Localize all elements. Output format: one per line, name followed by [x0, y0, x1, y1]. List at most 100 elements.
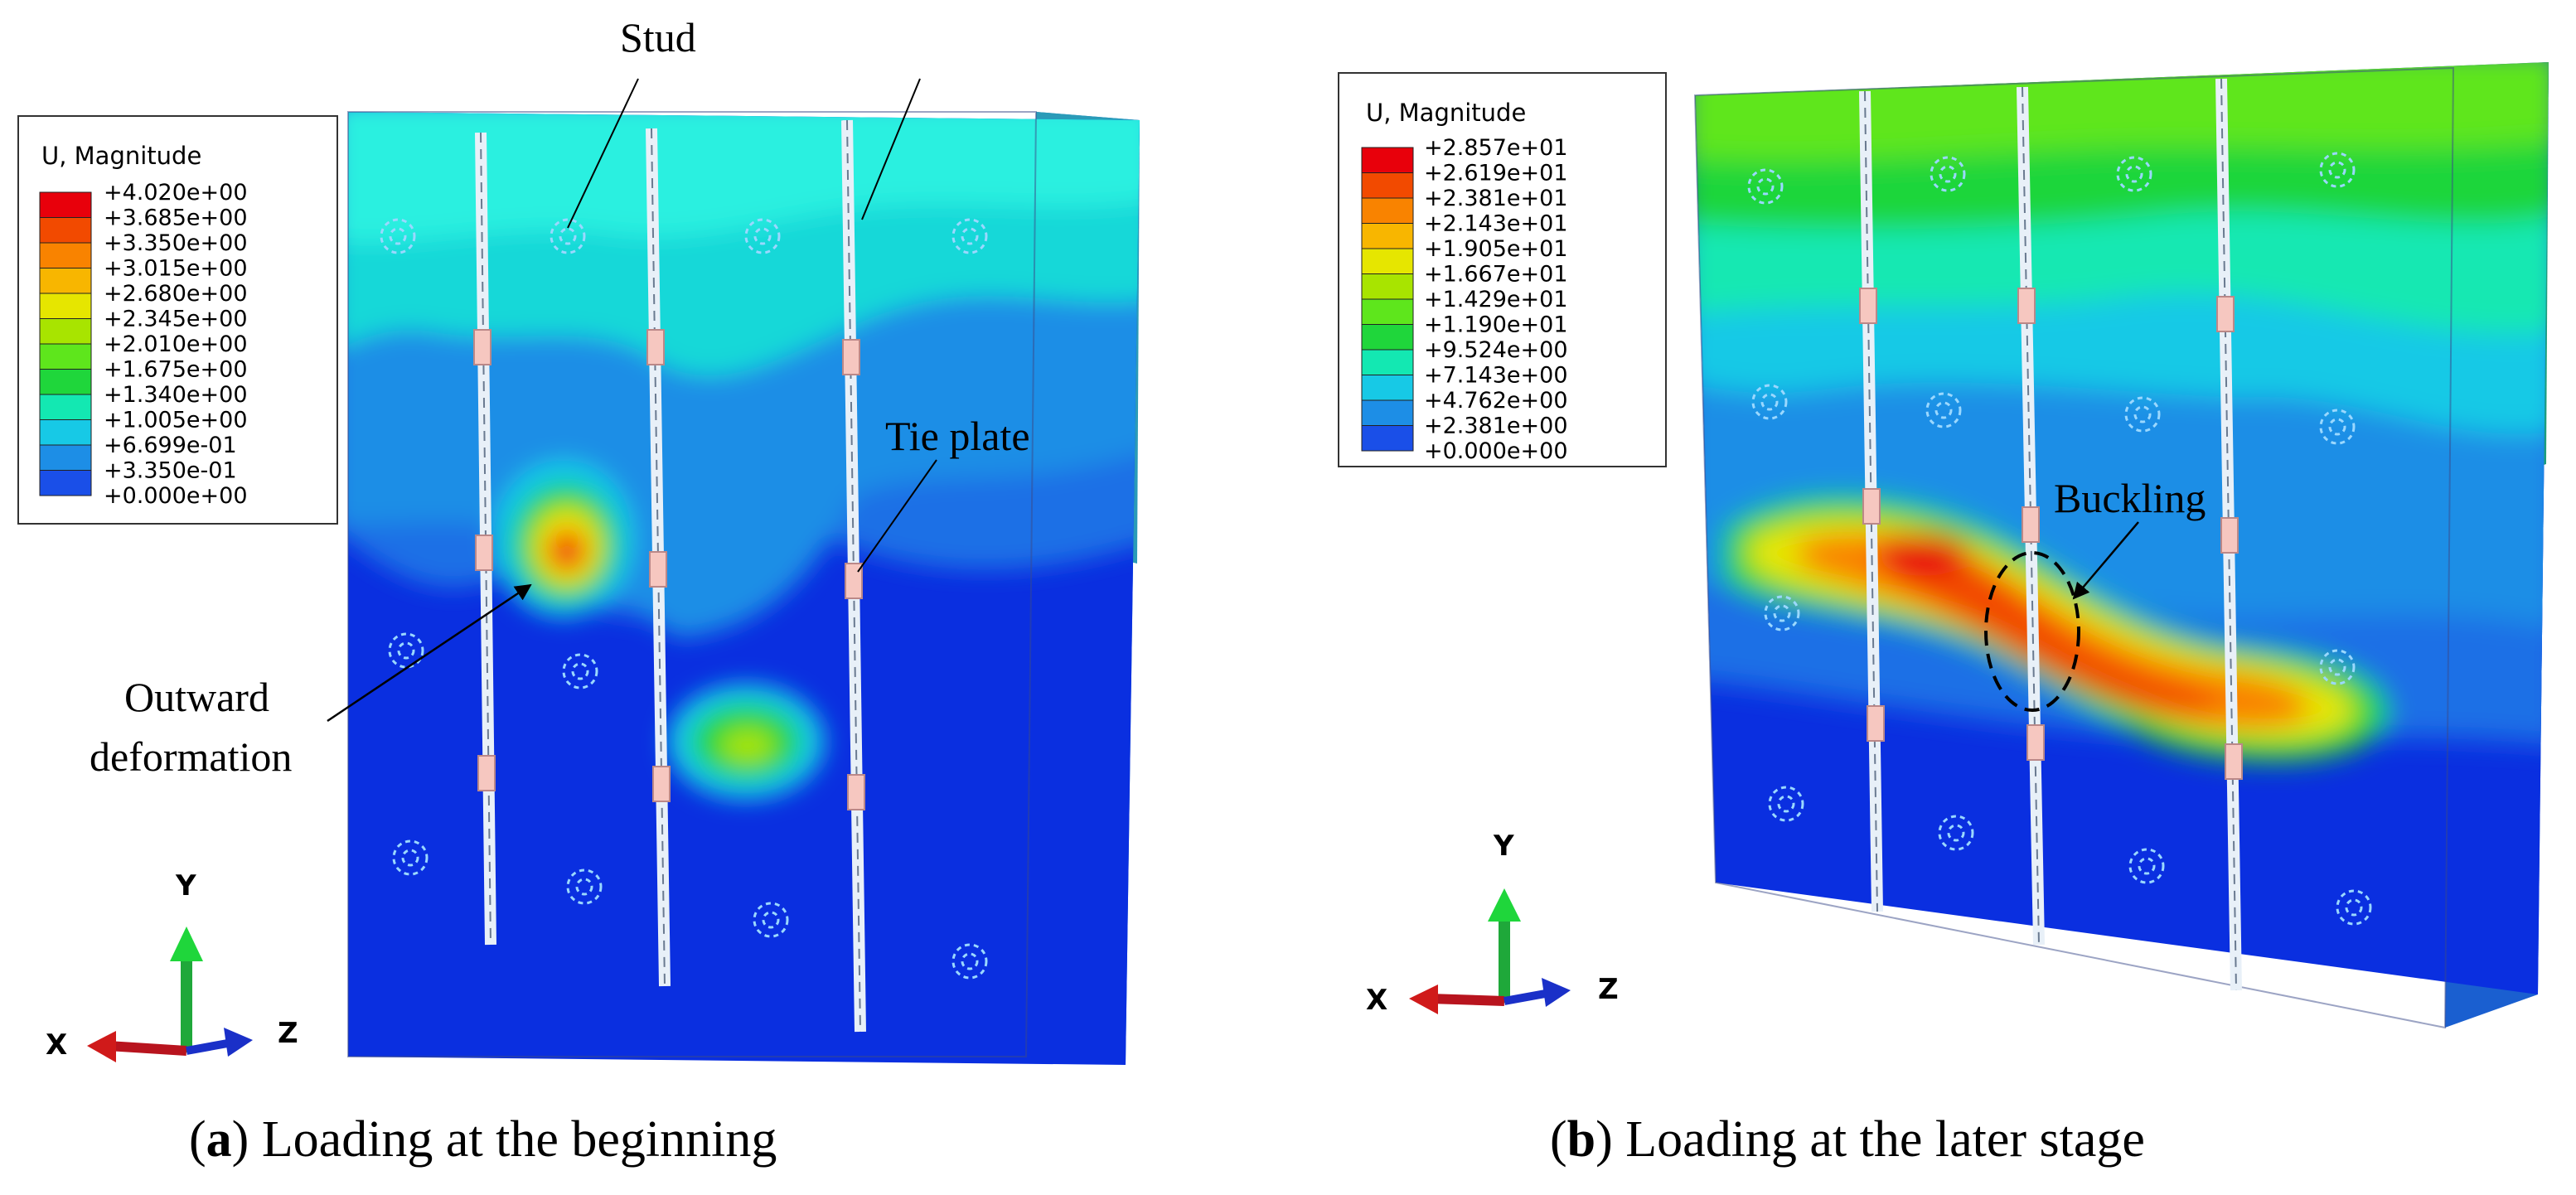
legend-value: +3.015e+00: [104, 256, 248, 282]
legend-value: +1.190e+01: [1424, 312, 1568, 338]
legend-value: +3.350e+00: [104, 230, 248, 256]
tie-bar: [2215, 78, 2243, 991]
legend-value: +2.010e+00: [104, 331, 248, 357]
tie-plate: [2216, 296, 2235, 332]
studs-a: [380, 218, 988, 980]
legend-swatch: [1361, 375, 1414, 401]
legend-value: +0.000e+00: [1424, 438, 1568, 464]
legend-a: U, Magnitude +4.020e+00+3.685e+00+3.350e…: [17, 115, 338, 525]
legend-b: U, Magnitude +2.857e+01+2.619e+01+2.381e…: [1338, 72, 1667, 467]
caption-b: (b) Loading at the later stage: [1550, 1111, 2145, 1168]
tie-plate: [475, 535, 493, 571]
buckling-marker: [1984, 551, 2080, 712]
studs-b: [1747, 152, 2372, 926]
legend-swatch: [1361, 172, 1414, 199]
tie-plate: [2225, 743, 2243, 780]
caption-b-text: Loading at the later stage: [1612, 1111, 2145, 1168]
tie-plate: [1859, 288, 1877, 324]
legend-value: +1.005e+00: [104, 408, 248, 433]
legend-swatch: [1361, 399, 1414, 426]
legend-value: +3.685e+00: [104, 206, 248, 231]
caption-a-letter: a: [206, 1111, 232, 1168]
tie-plate: [473, 329, 491, 365]
legend-swatch: [39, 191, 92, 218]
axis-triad-b: Y X Z: [1366, 830, 1619, 1017]
caption-b-letter: b: [1566, 1111, 1596, 1168]
y-axis-label: Y: [1493, 830, 1514, 863]
tie-bars-b: [1859, 78, 2243, 991]
legend-value: +2.619e+01: [1424, 161, 1568, 186]
legend-swatch: [1361, 273, 1414, 300]
caption-a-text: Loading at the beginning: [249, 1111, 777, 1168]
legend-swatch: [39, 293, 92, 319]
tie-plate: [2026, 724, 2045, 761]
outward-label-line1: Outward: [124, 674, 269, 720]
annotations-a: Stud Tie plate Outward deformation: [90, 14, 1030, 780]
outward-label-line2: deformation: [90, 733, 292, 780]
tie-plate: [2017, 288, 2036, 324]
tie-plate: [842, 339, 860, 375]
axis-triad-a: Y X Z: [46, 869, 298, 1062]
legend-value: +1.675e+00: [104, 357, 248, 383]
x-axis-label: X: [46, 1028, 67, 1062]
tie-plate: [652, 766, 671, 802]
legend-swatch: [1361, 349, 1414, 375]
legend-swatch: [39, 470, 92, 496]
contour-plot-a: [348, 112, 1140, 1065]
legend-value: +3.350e-01: [104, 458, 237, 484]
legend-swatch: [39, 444, 92, 471]
legend-swatch: [1361, 324, 1414, 351]
legend-swatch: [39, 318, 92, 345]
legend-swatch: [39, 394, 92, 420]
tie-plate: [649, 551, 667, 588]
z-axis-label: Z: [278, 1017, 298, 1050]
tie-plate: [1867, 705, 1885, 742]
legend-swatch: [39, 419, 92, 446]
tie-bar: [2017, 86, 2045, 946]
legend-swatch: [39, 343, 92, 370]
legend-title: U, Magnitude: [1366, 99, 1526, 127]
legend-value: +1.667e+01: [1424, 262, 1568, 288]
x-axis-label: X: [1366, 984, 1387, 1017]
legend-value: +0.000e+00: [104, 483, 248, 509]
z-axis-label: Z: [1598, 973, 1619, 1006]
legend-value: +1.905e+01: [1424, 236, 1568, 262]
contour-plot-b: [1695, 62, 2549, 994]
legend-value: +2.143e+01: [1424, 211, 1568, 237]
legend-swatch: [1361, 223, 1414, 249]
legend-swatch: [1361, 425, 1414, 452]
tie-bar: [1859, 90, 1885, 912]
y-axis-label: Y: [175, 869, 196, 902]
tie-bars-a: [473, 119, 866, 1033]
tie-plate: [477, 755, 496, 791]
tie-plate: [847, 774, 865, 810]
legend-value: +1.340e+00: [104, 382, 248, 408]
legend-swatch: [1361, 248, 1414, 274]
legend-swatch: [39, 369, 92, 395]
legend-value: +9.524e+00: [1424, 337, 1568, 363]
legend-value: +2.345e+00: [104, 307, 248, 332]
legend-swatch: [1361, 197, 1414, 224]
legend-value: +2.381e+01: [1424, 186, 1568, 211]
panel-a: U, Magnitude +4.020e+00+3.685e+00+3.350e…: [17, 14, 1140, 1065]
legend-value: +2.680e+00: [104, 281, 248, 307]
annotations-b: Buckling: [1984, 475, 2206, 712]
legend-title: U, Magnitude: [41, 142, 201, 170]
tie-plate: [2022, 506, 2040, 543]
legend-value: +2.857e+01: [1424, 135, 1568, 161]
tie-plate: [646, 329, 665, 365]
tie-plate: [2220, 517, 2239, 554]
legend-swatch: [39, 242, 92, 269]
legend-value: +1.429e+01: [1424, 287, 1568, 312]
panel-b: Buckling U, Magnitude +2.857e+01+2.619e+…: [1338, 62, 2549, 1029]
legend-value: +4.020e+00: [104, 180, 248, 206]
stud-label: Stud: [620, 14, 696, 60]
legend-value: +2.381e+00: [1424, 414, 1568, 439]
legend-swatch: [1361, 147, 1414, 173]
tie-plate: [845, 563, 863, 599]
tie-plate: [1862, 488, 1881, 525]
buckling-label: Buckling: [2054, 475, 2206, 521]
legend-swatch: [39, 268, 92, 294]
tie-bar: [646, 128, 671, 987]
